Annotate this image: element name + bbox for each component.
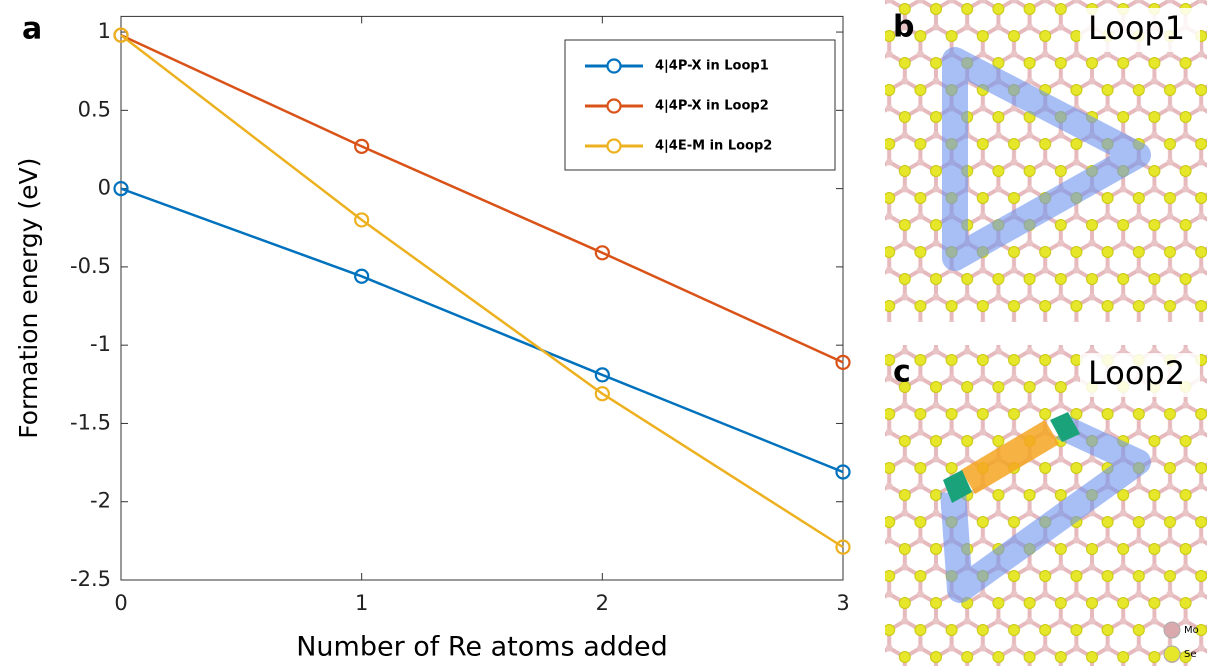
point bbox=[113, 181, 129, 197]
y-tick-label: -2 bbox=[90, 489, 111, 513]
point bbox=[354, 212, 370, 228]
series-line bbox=[120, 34, 844, 364]
x-axis-label: Number of Re atoms added bbox=[296, 632, 668, 663]
y-tick-label: -1.5 bbox=[70, 410, 111, 434]
x-tick-label: 1 bbox=[355, 591, 368, 615]
lattice-c bbox=[885, 345, 1207, 666]
point bbox=[354, 268, 370, 284]
atom-label: Se bbox=[1184, 649, 1197, 660]
point bbox=[594, 386, 610, 402]
atom-label: Mo bbox=[1184, 625, 1199, 636]
y-tick-label: 0.5 bbox=[78, 97, 111, 121]
point bbox=[354, 138, 370, 154]
x-tick-label: 2 bbox=[596, 591, 609, 615]
junction bbox=[943, 470, 972, 503]
title-bg bbox=[1080, 8, 1200, 52]
point bbox=[113, 27, 129, 43]
point bbox=[835, 464, 851, 480]
atom-icon bbox=[1163, 621, 1181, 639]
atom-icon bbox=[1163, 645, 1181, 663]
e-m-segment bbox=[960, 419, 1060, 495]
structure-title: Loop1 bbox=[1088, 9, 1185, 47]
point bbox=[835, 539, 851, 555]
point bbox=[594, 367, 610, 383]
legend-label: 4|4E-M in Loop2 bbox=[655, 139, 772, 154]
junction bbox=[1050, 412, 1080, 442]
lattice-b bbox=[885, 0, 1207, 322]
y-tick-label: -2.5 bbox=[70, 567, 111, 591]
x-tick-label: 3 bbox=[836, 591, 849, 615]
point bbox=[835, 354, 851, 370]
series-line bbox=[120, 187, 844, 474]
x-tick-label: 0 bbox=[114, 591, 127, 615]
legend-label: 4|4P-X in Loop1 bbox=[655, 59, 769, 74]
y-tick-label: 0 bbox=[98, 176, 111, 200]
series-line bbox=[120, 34, 844, 549]
legend-marker bbox=[606, 98, 622, 114]
loop2-highlight bbox=[940, 415, 1151, 603]
panel-label: a bbox=[22, 12, 42, 47]
legend-label: 4|4P-X in Loop2 bbox=[655, 99, 769, 114]
panel-label: b bbox=[893, 10, 914, 45]
loop1-highlight bbox=[942, 47, 1151, 271]
structure-title: Loop2 bbox=[1088, 354, 1185, 392]
title-bg bbox=[1080, 353, 1200, 397]
point bbox=[594, 245, 610, 261]
y-tick-label: -0.5 bbox=[70, 254, 111, 278]
legend-marker bbox=[606, 58, 622, 74]
panel-label: c bbox=[893, 355, 911, 390]
y-tick-label: 1 bbox=[98, 19, 111, 43]
y-tick-label: -1 bbox=[90, 332, 111, 356]
y-axis-label: Formation energy (eV) bbox=[14, 158, 43, 439]
legend-marker bbox=[606, 138, 622, 154]
